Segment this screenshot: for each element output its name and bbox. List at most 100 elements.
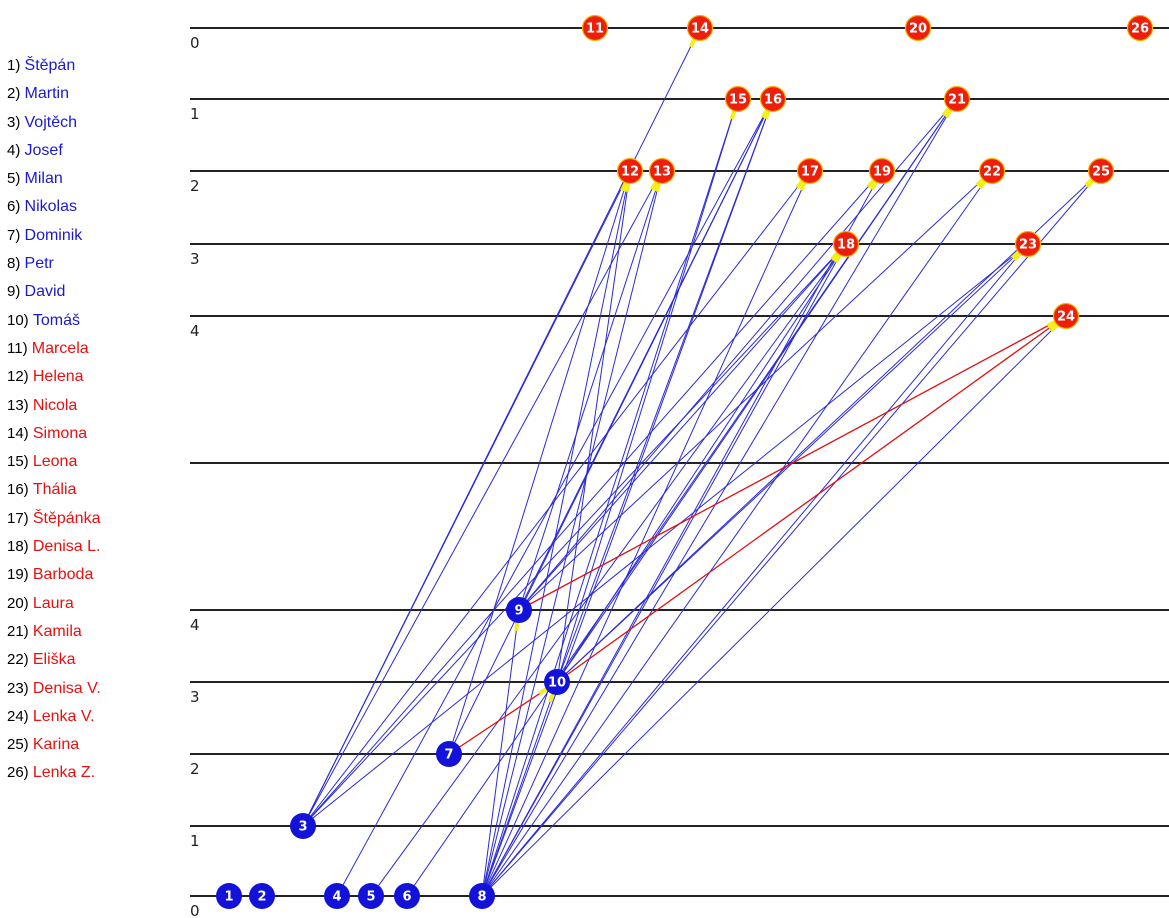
girl-node: 19	[868, 157, 896, 185]
legend-number: 18)	[7, 538, 33, 556]
boy-node: 9	[506, 597, 532, 623]
edge-line	[406, 98, 958, 897]
boy-node-circle	[290, 813, 316, 839]
legend-item: 11) Marcela	[7, 335, 167, 363]
edge-line	[336, 98, 774, 897]
legend-number: 13)	[7, 396, 33, 414]
boy-node: 10	[544, 669, 570, 695]
girl-node: 18	[832, 230, 860, 258]
node-label: 10	[548, 676, 566, 691]
girl-node-circle	[868, 157, 896, 185]
edge-line	[302, 170, 663, 827]
legend-name: Denisa V.	[32, 679, 101, 697]
girl-node-circle	[1052, 302, 1080, 330]
boy-node: 7	[436, 741, 462, 767]
girl-node-circle	[978, 157, 1006, 185]
edge-arrowhead	[653, 182, 660, 192]
edge-line	[556, 98, 774, 683]
level-label: 0	[190, 902, 200, 918]
node-label: 20	[909, 22, 927, 37]
legend-number: 17)	[7, 509, 33, 527]
legend-item: 4) Josef	[7, 137, 167, 165]
girl-node: 11	[581, 14, 609, 42]
edge-arrowhead	[761, 109, 769, 119]
edge-arrowhead	[978, 180, 987, 190]
legend-item: 12) Helena	[7, 363, 167, 391]
legend-item: 18) Denisa L.	[7, 533, 167, 561]
legend-item: 25) Karina	[7, 731, 167, 759]
legend-number: 24)	[7, 707, 33, 725]
level-label: 2	[190, 177, 200, 195]
legend-number: 22)	[7, 651, 33, 669]
node-label: 11	[586, 22, 604, 37]
legend-item: 20) Laura	[7, 590, 167, 618]
legend-item: 5) Milan	[7, 165, 167, 193]
node-label: 8	[477, 890, 486, 905]
legend-item: 13) Nicola	[7, 392, 167, 420]
legend-name: Laura	[32, 594, 74, 612]
girl-node-circle	[1014, 230, 1042, 258]
girl-node: 21	[943, 85, 971, 113]
legend-name: Nikolas	[24, 198, 77, 216]
edge-arrowhead	[538, 687, 548, 696]
edge-arrowhead	[688, 38, 697, 48]
level-label: 0	[190, 34, 200, 52]
girl-node: 24	[1052, 302, 1080, 330]
girl-node: 20	[904, 14, 932, 42]
legend-number: 7)	[7, 226, 25, 244]
legend-name: Vojtěch	[24, 113, 77, 131]
legend-item: 3) Vojtěch	[7, 109, 167, 137]
node-label: 2	[257, 890, 266, 905]
edge-arrowhead	[1049, 323, 1059, 333]
edge-line	[481, 681, 558, 897]
girl-node: 13	[648, 157, 676, 185]
node-label: 5	[366, 890, 375, 905]
node-label: 19	[873, 165, 891, 180]
girl-node: 23	[1014, 230, 1042, 258]
legend-name: David	[24, 283, 66, 301]
legend-name: Barboda	[32, 566, 94, 584]
node-label: 7	[444, 748, 453, 763]
node-label: 3	[298, 820, 307, 835]
edge-arrowhead	[1011, 251, 1020, 260]
legend-name: Eliška	[32, 651, 76, 669]
node-label: 6	[402, 890, 411, 905]
legend-number: 20)	[7, 594, 33, 612]
girl-node: 25	[1087, 157, 1115, 185]
edge-arrowhead	[650, 181, 658, 191]
girl-node-circle	[1126, 14, 1154, 42]
boy-node-circle	[249, 883, 275, 909]
level-label: 3	[190, 250, 200, 268]
girl-node-circle	[581, 14, 609, 42]
node-label: 12	[621, 165, 639, 180]
boy-node-circle	[358, 883, 384, 909]
legend-number: 15)	[7, 453, 33, 471]
level-label: 4	[190, 616, 200, 634]
legend-name: Milan	[24, 170, 63, 188]
girl-node: 14	[686, 14, 714, 42]
legend-name: Helena	[32, 368, 84, 386]
edge-line	[481, 170, 883, 897]
edge-line	[481, 98, 739, 897]
legend-number: 14)	[7, 424, 33, 442]
legend-name: Lenka Z.	[32, 764, 96, 782]
girl-node-circle	[832, 230, 860, 258]
girl-node-circle	[1087, 157, 1115, 185]
node-label: 18	[837, 238, 855, 253]
legend-number: 2)	[7, 85, 25, 103]
node-label: 23	[1019, 238, 1037, 253]
edge-line	[448, 98, 774, 755]
girl-node-circle	[796, 157, 824, 185]
level-label: 1	[190, 105, 200, 123]
boy-node-circle	[506, 597, 532, 623]
edge-arrowhead	[625, 183, 631, 193]
boy-node: 6	[394, 883, 420, 909]
edge-arrowhead	[548, 693, 555, 703]
boy-node-circle	[469, 883, 495, 909]
node-label: 13	[653, 165, 671, 180]
legend-name: Simona	[32, 424, 88, 442]
legend-number: 25)	[7, 736, 33, 754]
node-label: 9	[514, 604, 523, 619]
